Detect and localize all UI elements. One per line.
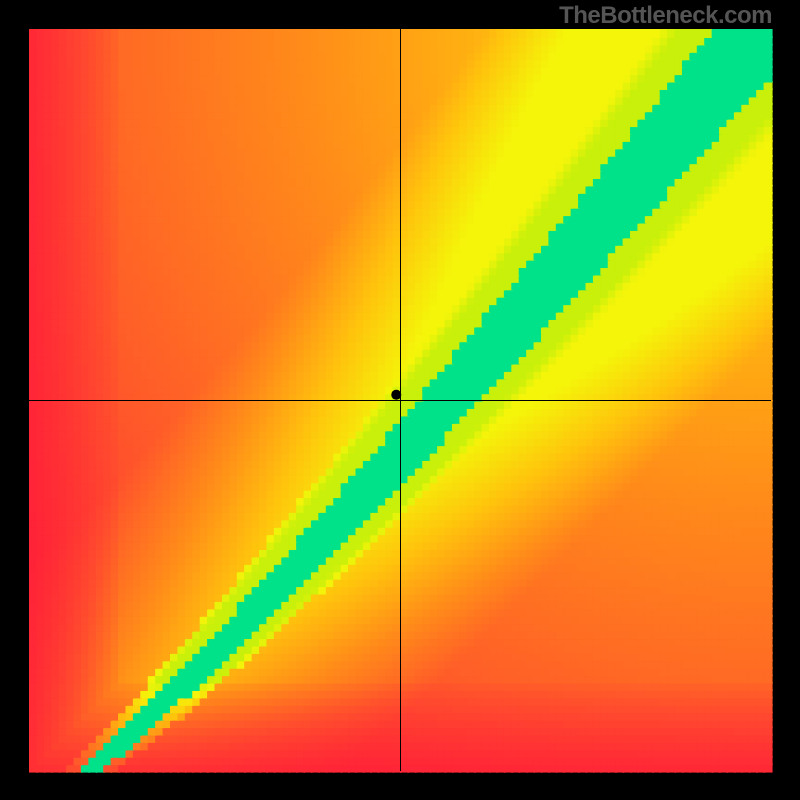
watermark-text: TheBottleneck.com xyxy=(559,2,772,30)
chart-container: { "watermark": { "text": "TheBottleneck.… xyxy=(0,0,800,800)
bottleneck-heatmap xyxy=(0,0,800,800)
